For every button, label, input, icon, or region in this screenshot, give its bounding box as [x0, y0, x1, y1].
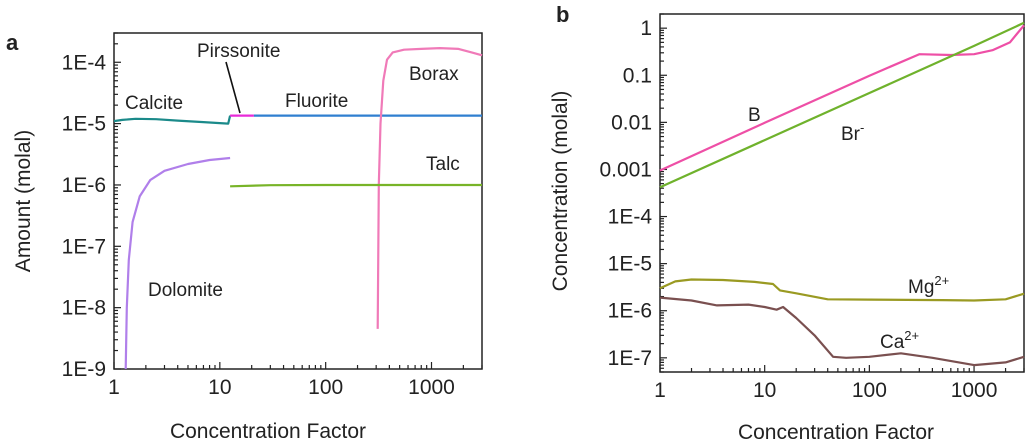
y-tick-label-a: 1E-7	[62, 235, 106, 258]
y-tick-label-a: 1E-9	[62, 358, 106, 381]
series-label-fluorite: Fluorite	[285, 91, 348, 112]
y-tick-label-b: 1E-6	[608, 300, 652, 323]
series-label-mg: Mg2+	[908, 273, 949, 298]
series-line-dolomite	[124, 156, 231, 370]
x-tick-label-a: 1000	[408, 376, 455, 399]
series-label-ca: Ca2+	[880, 328, 919, 353]
series-label-b: B	[748, 105, 761, 126]
y-tick-label-b: 1E-7	[608, 347, 652, 370]
series-label-br: Br-	[841, 120, 864, 145]
series-line-b	[659, 24, 1025, 172]
series-label-talc: Talc	[426, 154, 460, 175]
y-tick-label-a: 1E-6	[62, 174, 106, 197]
axes-frame-a	[113, 32, 483, 370]
x-axis-title-a: Concentration Factor	[170, 420, 366, 443]
series-label-calcite: Calcite	[125, 93, 183, 114]
panel-a: a 1 10 100 1000 1E-9 1E-8 1E-7 1E-6 1E-5 1E-4 Con…	[6, 30, 483, 443]
series-line-ca	[659, 296, 1025, 367]
x-tick-label-b: 1	[654, 379, 666, 402]
panel-letter-b: b	[556, 2, 569, 27]
x-tick-label-a: 1	[108, 376, 120, 399]
series-line-talc	[230, 183, 482, 188]
series-label-borax: Borax	[409, 64, 459, 85]
series-line-br	[659, 21, 1025, 189]
panel-b: b 1 10 100 1000 1E-7 1E-6 1E-5 1E-4 0.001 0.01 0.1…	[549, 2, 1025, 444]
axes-frame-b	[659, 13, 1025, 373]
series-line-borax	[376, 47, 483, 329]
y-tick-label-b: 1E-5	[608, 253, 652, 276]
y-tick-label-a: 1E-8	[62, 297, 106, 320]
y-tick-label-b: 0.001	[599, 158, 652, 181]
x-tick-label-b: 10	[753, 379, 776, 402]
y-tick-label-b: 0.1	[623, 64, 652, 87]
series-line-mg	[659, 278, 1025, 302]
plot-area-a: 1 10 100 1000 1E-9 1E-8 1E-7 1E-6 1E-5 1E-4	[62, 32, 483, 399]
plot-area-b: 1 10 100 1000 1E-7 1E-6 1E-5 1E-4 0.001 0.01 0.1 1	[599, 13, 1025, 402]
x-tick-label-a: 10	[208, 376, 231, 399]
y-tick-label-b: 1	[640, 17, 652, 40]
series-line-calcite	[113, 115, 232, 125]
y-tick-label-b: 0.01	[611, 111, 652, 134]
x-tick-label-b: 1000	[951, 379, 998, 402]
y-axis-title-b: Concentration (molal)	[549, 91, 572, 292]
x-axis-title-b: Concentration Factor	[738, 421, 934, 444]
x-tick-label-a: 100	[308, 376, 343, 399]
series-label-pirssonite: Pirssonite	[197, 41, 280, 62]
series-label-dolomite: Dolomite	[148, 280, 223, 301]
y-axis-title-a: Amount (molal)	[12, 130, 35, 272]
x-tick-label-b: 100	[852, 379, 887, 402]
panel-letter-a: a	[6, 30, 19, 55]
y-tick-label-a: 1E-4	[62, 51, 107, 74]
y-tick-label-a: 1E-5	[62, 113, 106, 136]
y-tick-label-b: 1E-4	[608, 206, 653, 229]
pirssonite-leader-line	[225, 61, 241, 114]
